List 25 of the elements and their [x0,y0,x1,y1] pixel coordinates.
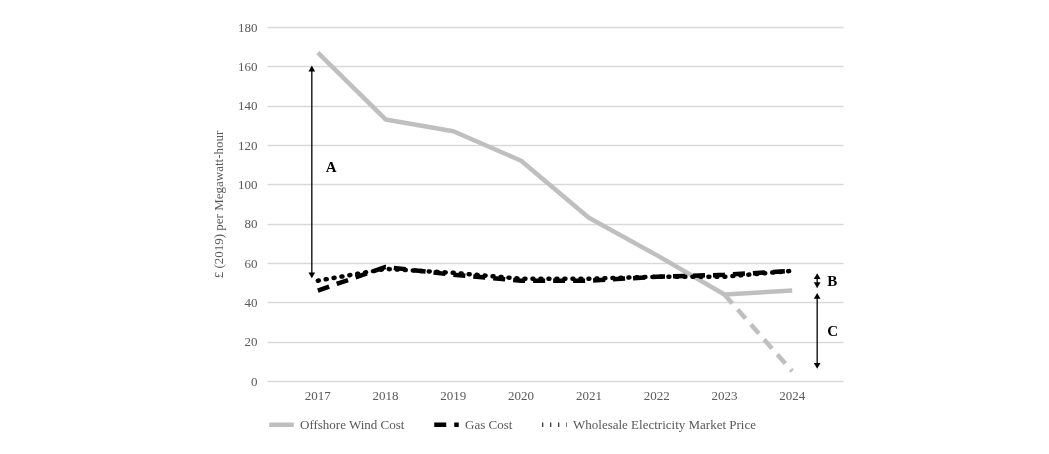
annotation: B [827,272,838,289]
y-tick-label: 80 [244,216,258,232]
y-tick-label: 160 [238,58,258,74]
legend-label: Gas Cost [465,416,513,432]
x-tick-label: 2023 [711,387,738,403]
legend-label: Wholesale Electricity Market Price [573,416,757,432]
y-tick-label: 60 [244,255,258,271]
y-tick-label: 100 [238,176,258,192]
x-tick-label: 2017 [304,387,332,403]
x-tick-label: 2019 [440,387,467,403]
annotation: A [325,158,337,175]
legend-label: Offshore Wind Cost [300,416,405,432]
y-tick-label: 140 [238,98,258,114]
y-axis-title: £ (2019) per Megawatt-hour [211,130,226,279]
x-tick-label: 2018 [372,387,399,403]
annotation: C [827,322,839,339]
y-tick-label: 20 [244,334,258,350]
x-tick-label: 2021 [575,387,602,403]
y-tick-label: 40 [244,294,258,310]
x-tick-label: 2020 [508,387,535,403]
y-tick-label: 0 [251,373,258,389]
x-tick-label: 2022 [643,387,670,403]
y-tick-label: 180 [238,19,258,35]
x-tick-label: 2024 [779,387,806,403]
y-tick-label: 120 [238,137,258,153]
